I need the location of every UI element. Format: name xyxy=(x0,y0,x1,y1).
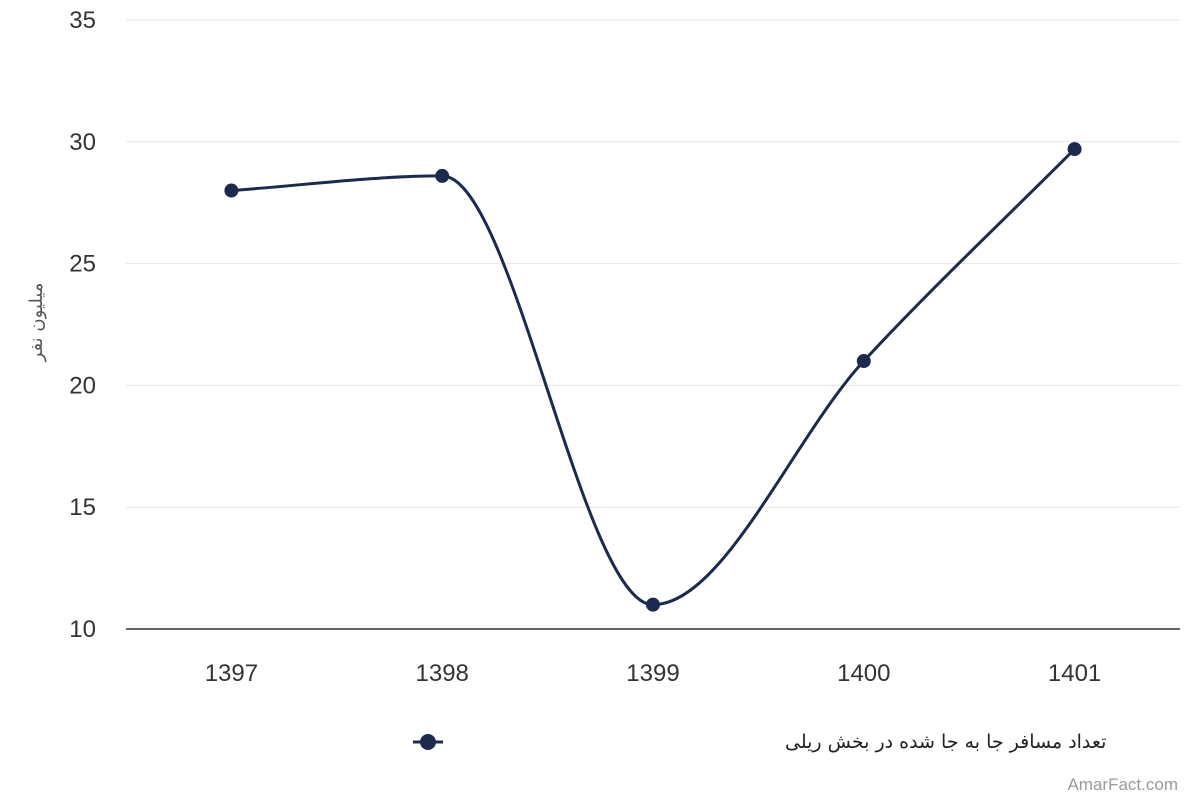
y-tick-label: 25 xyxy=(69,251,96,278)
gridlines xyxy=(126,19,1180,630)
series-layer xyxy=(224,142,1082,612)
y-tick-label: 15 xyxy=(69,494,96,521)
x-tick-label: 1399 xyxy=(626,660,679,687)
series-line xyxy=(229,147,1077,607)
data-point-1398[interactable] xyxy=(435,168,450,183)
x-axis-ticks: 1397 1398 1399 1400 1401 xyxy=(205,660,1102,687)
y-axis-label: میلیون نفر xyxy=(26,283,47,363)
y-tick-label: 35 xyxy=(69,7,96,34)
x-tick-label: 1397 xyxy=(205,660,258,687)
y-tick-label: 20 xyxy=(69,372,96,399)
legend-label: تعداد مسافر جا به جا شده در بخش ریلی xyxy=(785,731,1106,753)
watermark-text: AmarFact.com xyxy=(1067,775,1178,794)
y-tick-label: 30 xyxy=(69,129,96,156)
x-tick-label: 1398 xyxy=(416,660,469,687)
legend-marker-swatch xyxy=(420,734,436,750)
data-point-1401[interactable] xyxy=(1067,142,1082,157)
data-point-1397[interactable] xyxy=(224,183,239,198)
data-point-1400[interactable] xyxy=(856,354,871,369)
x-tick-label: 1401 xyxy=(1048,660,1101,687)
data-point-1399[interactable] xyxy=(646,597,660,612)
y-axis-ticks: 10 15 20 25 30 35 xyxy=(69,7,96,643)
legend[interactable]: تعداد مسافر جا به جا شده در بخش ریلی xyxy=(413,731,1106,753)
y-tick-label: 10 xyxy=(69,616,96,643)
x-tick-label: 1400 xyxy=(837,660,890,687)
